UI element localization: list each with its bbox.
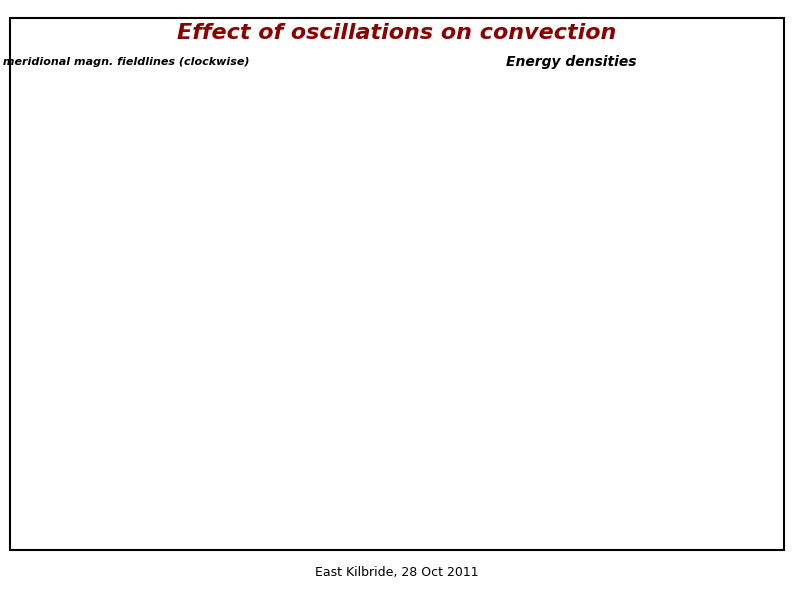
Text: $\times 10^4$: $\times 10^4$: [376, 52, 407, 69]
Text: Mean meridional magn. fieldlines (clockwise): Mean meridional magn. fieldlines (clockw…: [0, 58, 249, 67]
Text: $P = 0.1,\;\tau = 10^5,\;R = 6\times 10^6,\;P_m = 0.11$: $P = 0.1,\;\tau = 10^5,\;R = 6\times 10^…: [32, 518, 264, 536]
FancyBboxPatch shape: [10, 18, 784, 550]
X-axis label: $t$: $t$: [597, 537, 605, 551]
Y-axis label: $M_{dip}$: $M_{dip}$: [356, 136, 381, 153]
Text: East Kilbride, 28 Oct 2011: East Kilbride, 28 Oct 2011: [315, 566, 479, 579]
Text: Energy densities: Energy densities: [507, 55, 637, 70]
Y-axis label: $E$: $E$: [374, 434, 385, 450]
Text: Effect of oscillations on convection: Effect of oscillations on convection: [177, 23, 617, 43]
Y-axis label: $M_{quad}$: $M_{quad}$: [341, 284, 376, 302]
